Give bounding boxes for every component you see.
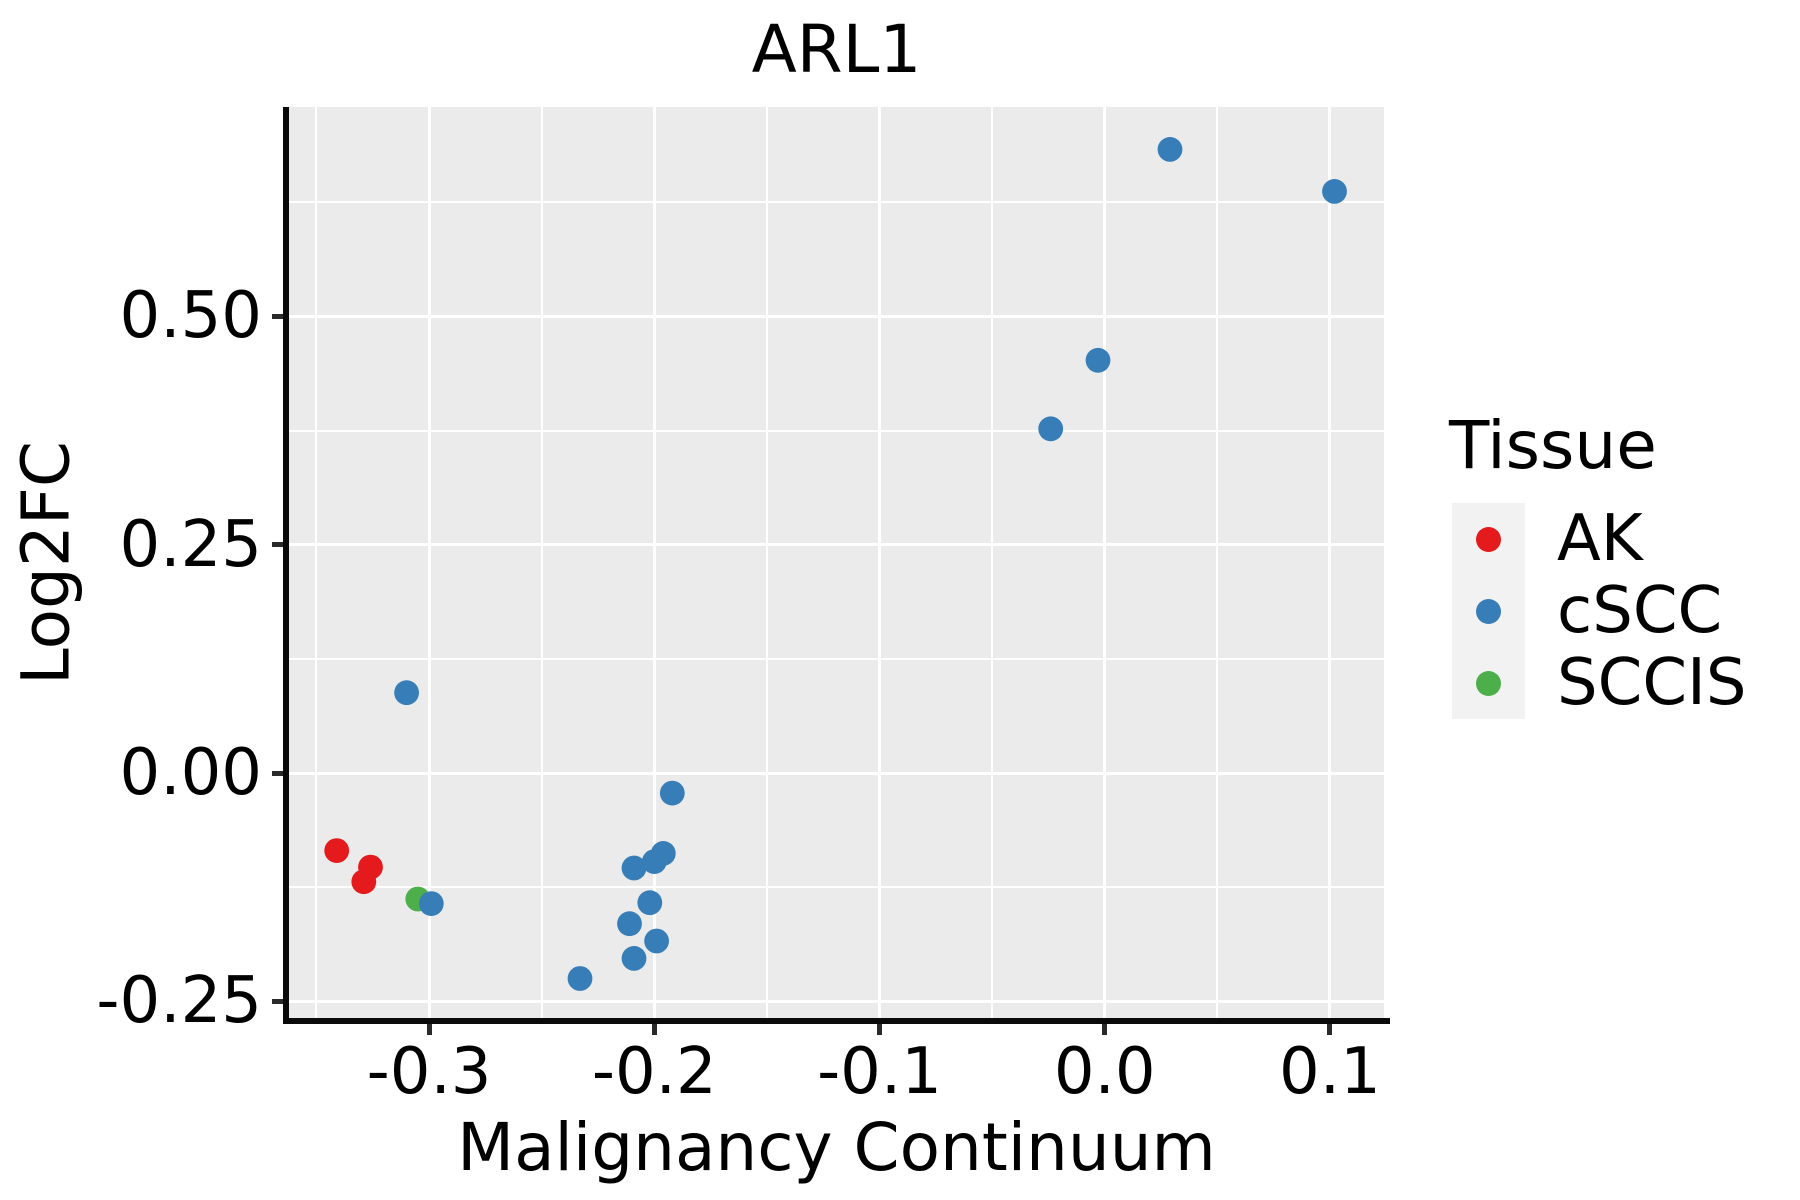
legend-dot-AK: [1476, 527, 1501, 552]
y-gridline-minor: [289, 657, 1384, 660]
y-axis-title: Log2FC: [7, 441, 85, 685]
chart-title: ARL1: [751, 11, 922, 88]
y-gridline-major: [289, 771, 1384, 775]
x-gridline-major: [878, 107, 882, 1018]
legend-dot-cSCC: [1476, 599, 1501, 624]
y-gridline-major: [289, 314, 1384, 318]
data-point-cSCC: [617, 911, 642, 937]
x-gridline-minor: [991, 107, 994, 1018]
data-point-AK: [324, 838, 350, 863]
data-point-cSCC: [644, 928, 669, 954]
legend-title: Tissue: [1449, 407, 1657, 484]
legend-label: AK: [1557, 502, 1643, 576]
legend-label: SCCIS: [1557, 646, 1747, 720]
y-axis-line: [283, 107, 289, 1024]
x-gridline-major: [1103, 107, 1107, 1018]
data-point-cSCC: [418, 891, 444, 916]
legend-key: [1452, 503, 1525, 575]
data-point-cSCC: [621, 855, 647, 881]
x-tick-label: -0.2: [591, 1035, 717, 1109]
data-point-cSCC: [650, 841, 676, 866]
data-point-cSCC: [637, 890, 663, 916]
data-point-AK: [351, 869, 377, 895]
x-gridline-minor: [315, 107, 318, 1018]
legend-key: [1452, 647, 1525, 719]
legend-key: [1452, 575, 1525, 647]
x-tick-label: -0.3: [366, 1035, 492, 1109]
x-tick-mark: [426, 1024, 432, 1035]
x-gridline-minor: [765, 107, 768, 1018]
x-tick-mark: [877, 1024, 883, 1035]
data-point-cSCC: [621, 946, 647, 971]
y-gridline-major: [289, 999, 1384, 1003]
y-tick-mark: [272, 770, 283, 776]
data-point-cSCC: [394, 680, 419, 706]
x-gridline-minor: [540, 107, 543, 1018]
x-gridline-major: [1328, 107, 1332, 1018]
y-tick-label: 0.00: [119, 736, 263, 810]
x-tick-label: -0.1: [817, 1035, 942, 1109]
x-gridline-major: [652, 107, 656, 1018]
y-tick-label: -0.25: [96, 964, 262, 1039]
x-axis-title: Malignancy Continuum: [457, 1109, 1216, 1186]
y-tick-label: 0.50: [119, 279, 263, 354]
x-axis-line: [283, 1018, 1390, 1024]
scatter-points-layer: [324, 137, 1347, 991]
x-gridline-minor: [1216, 107, 1219, 1018]
legend-dot-SCCIS: [1476, 671, 1501, 696]
plot-panel: [289, 107, 1384, 1018]
y-tick-mark: [272, 542, 283, 548]
data-point-cSCC: [1085, 347, 1111, 373]
data-point-cSCC: [1157, 137, 1183, 162]
data-point-cSCC: [567, 966, 593, 991]
y-tick-mark: [272, 998, 283, 1004]
y-gridline-minor: [289, 201, 1384, 204]
legend-label: cSCC: [1557, 574, 1723, 648]
data-point-cSCC: [1322, 179, 1347, 204]
x-gridline-major: [427, 107, 431, 1018]
data-point-cSCC: [1038, 416, 1064, 442]
y-gridline-minor: [289, 886, 1384, 889]
y-tick-label: 0.25: [119, 507, 263, 582]
data-point-cSCC: [659, 780, 685, 806]
x-tick-label: 0.0: [1053, 1035, 1156, 1109]
y-gridline-major: [289, 543, 1384, 547]
x-tick-mark: [1327, 1024, 1333, 1035]
x-tick-mark: [1102, 1024, 1108, 1035]
x-tick-label: 0.1: [1279, 1035, 1381, 1109]
x-tick-mark: [651, 1024, 657, 1035]
y-tick-mark: [272, 313, 283, 319]
y-gridline-minor: [289, 429, 1384, 432]
